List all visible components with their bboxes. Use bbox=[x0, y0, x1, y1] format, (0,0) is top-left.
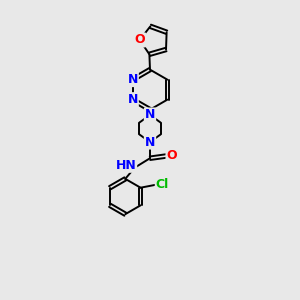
Text: HN: HN bbox=[116, 159, 136, 172]
Text: N: N bbox=[128, 93, 138, 106]
Text: N: N bbox=[145, 136, 155, 148]
Text: O: O bbox=[167, 149, 177, 162]
Text: O: O bbox=[134, 34, 145, 46]
Text: N: N bbox=[128, 73, 138, 86]
Text: N: N bbox=[145, 109, 155, 122]
Text: Cl: Cl bbox=[156, 178, 169, 191]
